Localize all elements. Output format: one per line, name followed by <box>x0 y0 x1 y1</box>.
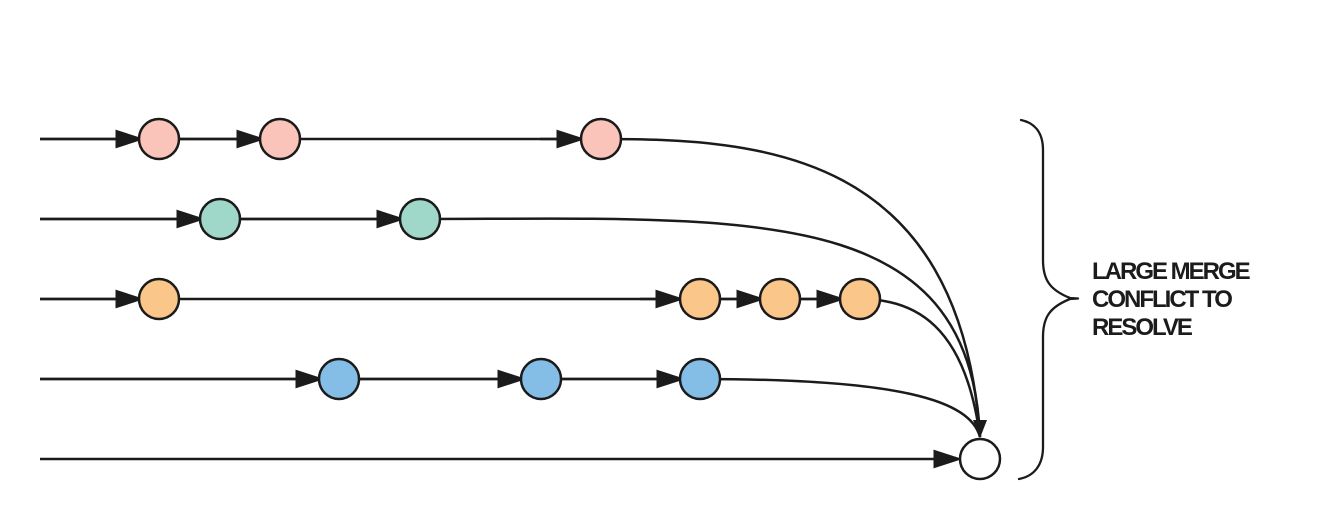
svg-text:LARGE MERGE: LARGE MERGE <box>1092 258 1251 285</box>
svg-text:CONFLICT TO: CONFLICT TO <box>1092 286 1232 313</box>
svg-text:RESOLVE: RESOLVE <box>1092 314 1193 341</box>
